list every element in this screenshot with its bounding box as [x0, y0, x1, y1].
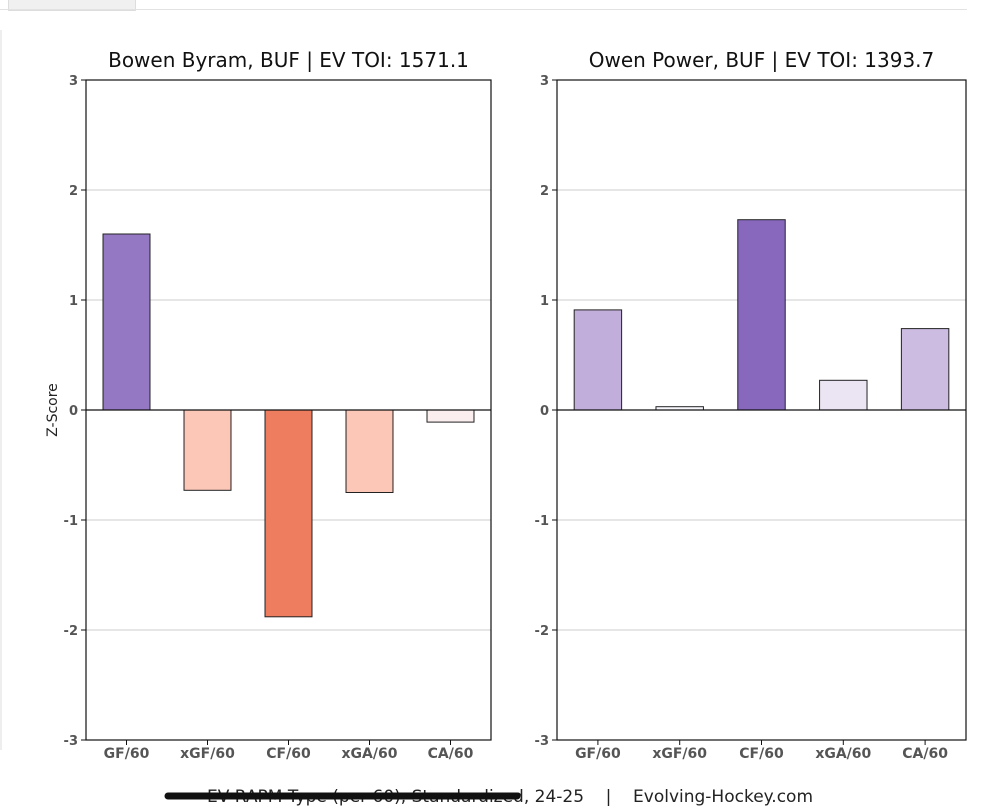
- y-tick-label: 2: [69, 184, 78, 199]
- bar-xga-60: [819, 379, 868, 411]
- x-tick-label: CF/60: [739, 746, 784, 762]
- bar-gf-60: [573, 309, 623, 411]
- y-tick-label: -1: [535, 514, 549, 529]
- chart-panel-owen-power: 3 2 1 0 -1 -2 -3 GF/60 xGF/60 CF/60 xGA/60 CA/60 Owe…: [535, 48, 967, 762]
- y-tick-label: 0: [540, 404, 549, 419]
- y-tick-label: 2: [540, 184, 549, 199]
- x-tick-label: GF/60: [104, 746, 150, 762]
- y-tick-label: -2: [64, 624, 78, 639]
- y-tick-label: -2: [535, 624, 549, 639]
- y-tick-label: -3: [535, 734, 549, 749]
- browser-tab[interactable]: [8, 0, 136, 11]
- x-tick-label: CA/60: [902, 746, 948, 762]
- x-tick-label: xGF/60: [652, 746, 707, 762]
- bar-cf-60: [264, 409, 313, 618]
- y-tick-label: 3: [540, 74, 549, 89]
- x-tick-label: CF/60: [266, 746, 311, 762]
- x-tick-label: xGA/60: [342, 746, 398, 762]
- chart-title: Owen Power, BUF | EV TOI: 1393.7: [589, 48, 935, 72]
- bar-xga-60: [345, 409, 394, 493]
- window-edge: [0, 30, 2, 750]
- bar-ca-60: [900, 328, 950, 411]
- y-tick-label: 3: [69, 74, 78, 89]
- y-tick-label: -3: [64, 734, 78, 749]
- y-tick-label: 1: [540, 294, 549, 309]
- chart-panel-bowen-byram: 3 2 1 0 -1 -2 -3 GF/60 xGF/60 CF/60 xGA/60 CA/60 Bow…: [45, 48, 492, 762]
- x-tick-label: GF/60: [575, 746, 621, 762]
- chart-title: Bowen Byram, BUF | EV TOI: 1571.1: [108, 48, 469, 72]
- x-tick-label: CA/60: [428, 746, 474, 762]
- bar-xgf-60: [183, 409, 232, 491]
- bar-ca-60: [426, 409, 475, 423]
- tab-bar-divider: [0, 9, 967, 10]
- y-tick-label: 1: [69, 294, 78, 309]
- x-tick-label: xGA/60: [815, 746, 871, 762]
- bar-cf-60: [737, 219, 786, 411]
- x-tick-label: xGF/60: [180, 746, 235, 762]
- y-tick-label: 0: [69, 404, 78, 419]
- y-tick-label: -1: [64, 514, 78, 529]
- y-axis-label: Z-Score: [45, 383, 61, 437]
- bar-gf-60: [102, 233, 151, 411]
